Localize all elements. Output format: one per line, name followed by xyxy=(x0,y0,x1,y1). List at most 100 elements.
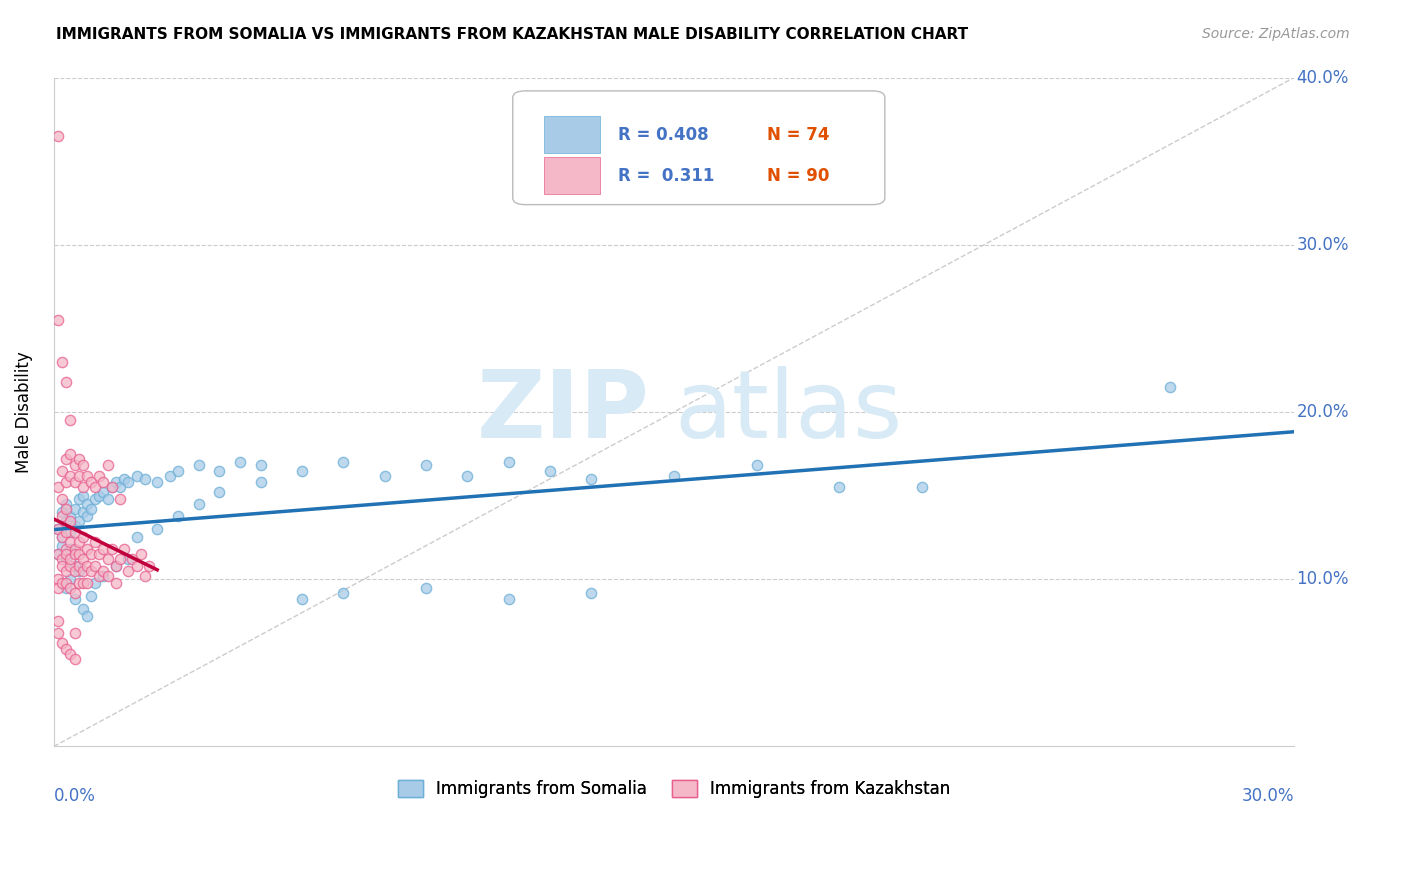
Point xyxy=(46,625,69,640)
Point xyxy=(291,463,314,477)
Point xyxy=(76,542,98,557)
Point xyxy=(498,455,520,469)
Point xyxy=(84,558,107,573)
Point xyxy=(159,468,181,483)
Point xyxy=(138,558,160,573)
Text: 0.0%: 0.0% xyxy=(53,787,96,805)
FancyBboxPatch shape xyxy=(544,116,599,153)
Point xyxy=(93,485,115,500)
Point xyxy=(374,468,396,483)
Point xyxy=(104,575,127,590)
Point xyxy=(167,463,190,477)
Point xyxy=(63,475,86,490)
Point xyxy=(59,648,82,662)
Point xyxy=(51,575,73,590)
Point xyxy=(100,542,122,557)
Point xyxy=(67,535,90,549)
Point xyxy=(51,530,73,544)
Text: ZIP: ZIP xyxy=(477,366,650,458)
Text: 10.0%: 10.0% xyxy=(1296,570,1350,588)
Point xyxy=(55,552,77,566)
Point xyxy=(89,547,111,561)
Point xyxy=(55,502,77,516)
Point xyxy=(134,569,156,583)
Point xyxy=(59,542,82,557)
Point xyxy=(538,463,561,477)
Point xyxy=(249,458,271,473)
Point xyxy=(84,480,107,494)
Point xyxy=(745,458,768,473)
Point xyxy=(72,489,94,503)
Point xyxy=(63,547,86,561)
FancyBboxPatch shape xyxy=(513,91,884,204)
Point xyxy=(63,558,86,573)
Point xyxy=(55,525,77,540)
Point xyxy=(51,558,73,573)
Point xyxy=(55,375,77,389)
Point xyxy=(100,480,122,494)
Point xyxy=(51,355,73,369)
Point xyxy=(97,458,120,473)
Point xyxy=(59,468,82,483)
Point xyxy=(59,558,82,573)
Point xyxy=(108,552,131,566)
Text: 30.0%: 30.0% xyxy=(1296,235,1350,253)
Point xyxy=(80,475,103,490)
Point xyxy=(121,552,143,566)
Point xyxy=(72,575,94,590)
Point xyxy=(911,480,934,494)
Point xyxy=(63,592,86,607)
Point xyxy=(67,451,90,466)
Point xyxy=(72,552,94,566)
Point xyxy=(76,508,98,523)
Point xyxy=(76,575,98,590)
Point xyxy=(67,547,90,561)
Point xyxy=(332,585,354,599)
Point xyxy=(72,602,94,616)
Point xyxy=(72,530,94,544)
Point xyxy=(46,480,69,494)
Point xyxy=(112,542,135,557)
Point xyxy=(46,522,69,536)
Point xyxy=(104,475,127,490)
Point xyxy=(63,502,86,516)
Point xyxy=(134,472,156,486)
Point xyxy=(104,558,127,573)
Point xyxy=(93,475,115,490)
Text: R = 0.408: R = 0.408 xyxy=(619,126,709,144)
Point xyxy=(93,542,115,557)
Point xyxy=(84,535,107,549)
Point xyxy=(581,472,603,486)
Text: N = 74: N = 74 xyxy=(768,126,830,144)
Point xyxy=(59,413,82,427)
Point xyxy=(456,468,478,483)
Point xyxy=(67,575,90,590)
Point xyxy=(581,585,603,599)
Point xyxy=(80,547,103,561)
Point xyxy=(187,458,209,473)
Point xyxy=(46,614,69,628)
Point xyxy=(117,475,139,490)
Point xyxy=(59,552,82,566)
Point xyxy=(59,572,82,586)
Point xyxy=(63,542,86,557)
Point xyxy=(291,592,314,607)
Point xyxy=(332,455,354,469)
Point xyxy=(1159,380,1181,394)
Point xyxy=(89,489,111,503)
Point xyxy=(72,505,94,519)
Text: 20.0%: 20.0% xyxy=(1296,403,1350,421)
Point xyxy=(67,468,90,483)
Point xyxy=(67,514,90,528)
Point xyxy=(415,581,437,595)
Text: atlas: atlas xyxy=(673,366,903,458)
Point xyxy=(63,585,86,599)
Point xyxy=(63,652,86,666)
Point xyxy=(51,539,73,553)
Point xyxy=(117,552,139,566)
Point xyxy=(97,569,120,583)
Point xyxy=(51,636,73,650)
Point xyxy=(146,475,169,490)
Point xyxy=(55,451,77,466)
Point xyxy=(51,530,73,544)
